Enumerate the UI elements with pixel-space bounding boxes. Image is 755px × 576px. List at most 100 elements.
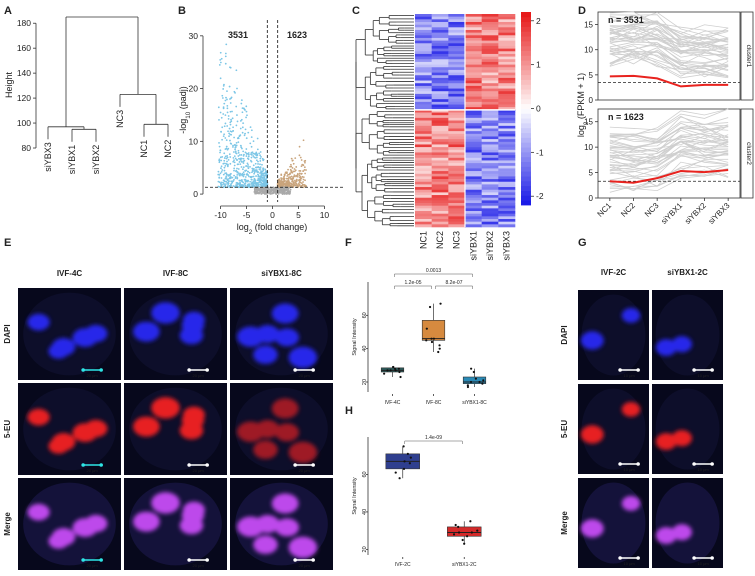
y-tick-label: 60 xyxy=(362,312,368,318)
point-texture xyxy=(225,145,228,148)
heatmap-cell-texture xyxy=(498,88,516,92)
heatmap-cell-texture xyxy=(465,115,482,119)
point-texture xyxy=(280,187,282,190)
heatmap-cell-texture xyxy=(481,35,499,39)
point-texture xyxy=(235,182,238,184)
heatmap-cell-texture xyxy=(415,179,432,183)
point-texture xyxy=(245,148,248,150)
background-line xyxy=(609,49,729,77)
point-texture xyxy=(219,51,222,54)
point-texture xyxy=(303,169,306,171)
heatmap-cell-texture xyxy=(481,176,499,180)
nucleus xyxy=(271,493,299,514)
heatmap-cell-texture xyxy=(448,179,466,183)
point-texture xyxy=(247,155,250,158)
point-texture xyxy=(257,187,259,190)
point-texture xyxy=(287,168,289,171)
point-texture xyxy=(245,153,248,155)
point-texture xyxy=(247,165,249,168)
heatmap-cell-texture xyxy=(481,200,499,204)
point xyxy=(463,542,466,545)
heatmap-cell-texture xyxy=(498,48,516,52)
heatmap-cell-texture xyxy=(448,216,466,220)
heatmap-cell-texture xyxy=(431,115,449,119)
heatmap-cell-texture xyxy=(481,179,499,183)
heatmap-cell-texture xyxy=(481,40,499,44)
x-tick-label: 10 xyxy=(320,210,330,220)
y-tick-label: 10 xyxy=(584,46,593,55)
heatmap-cell-texture xyxy=(498,69,516,73)
point-texture xyxy=(294,169,297,172)
heatmap-cell-texture xyxy=(465,165,482,169)
point-texture xyxy=(219,149,222,152)
y-tick-label: 40 xyxy=(362,346,368,352)
leaf-label: NC1 xyxy=(139,140,149,158)
heatmap-cell-texture xyxy=(465,155,482,159)
comparison-label: 1.4e-09 xyxy=(425,435,442,441)
scale-bar-end xyxy=(636,368,640,372)
heatmap-cell-texture xyxy=(415,173,432,177)
nucleus xyxy=(671,336,693,353)
point-texture xyxy=(224,164,227,167)
facet-strip-label: cluster1 xyxy=(745,45,752,68)
point-texture xyxy=(222,88,225,90)
point-texture xyxy=(236,87,238,90)
column-header: IVF-8C xyxy=(163,269,189,278)
point-texture xyxy=(255,151,258,154)
point-texture xyxy=(270,188,273,191)
heatmap-cell-texture xyxy=(481,165,499,169)
heatmap-cell-texture xyxy=(448,43,466,47)
nuclei xyxy=(655,336,693,356)
heatmap-cell-texture xyxy=(498,147,516,151)
heatmap-cell-texture xyxy=(465,221,482,225)
point-texture xyxy=(232,160,235,163)
point-texture xyxy=(232,156,235,159)
nuclei xyxy=(580,496,641,538)
point-texture xyxy=(283,182,286,185)
heatmap-cell-texture xyxy=(465,37,482,41)
point-texture xyxy=(242,122,245,125)
heatmap-cell-texture xyxy=(448,165,466,169)
point-texture xyxy=(218,176,221,179)
point-texture xyxy=(301,175,304,178)
point-texture xyxy=(221,138,224,141)
heatmap-cell-texture xyxy=(431,77,449,81)
heatmap-cell-texture xyxy=(431,149,449,153)
nuclei xyxy=(580,402,641,444)
heatmap-cell-texture xyxy=(465,51,482,55)
point-texture xyxy=(236,176,239,179)
point-texture xyxy=(242,150,245,153)
heatmap-cell-texture xyxy=(448,45,466,49)
nuclei xyxy=(133,492,205,535)
point-texture xyxy=(273,190,276,193)
heatmap-cell-texture xyxy=(431,107,449,111)
point-texture xyxy=(296,174,299,177)
heatmap-cell-texture xyxy=(498,157,516,161)
point-texture xyxy=(221,126,224,129)
point-texture xyxy=(241,131,244,134)
y-tick-label: 15 xyxy=(584,118,593,127)
heatmap-cell-texture xyxy=(465,200,482,204)
point-texture xyxy=(282,192,284,195)
heatmap-cell-texture xyxy=(481,75,499,79)
heatmap-cell-texture xyxy=(448,107,466,111)
point xyxy=(408,462,411,465)
background-line xyxy=(609,21,729,47)
heatmap-cell-texture xyxy=(431,93,449,97)
point-texture xyxy=(280,178,283,181)
point-texture xyxy=(242,175,245,178)
point-texture xyxy=(239,120,242,122)
point-texture xyxy=(256,137,259,140)
point-texture xyxy=(258,152,261,155)
point-texture xyxy=(283,173,286,176)
colorbar-step xyxy=(521,166,531,172)
point-texture xyxy=(260,173,263,176)
point-texture xyxy=(260,170,263,173)
point xyxy=(457,525,460,529)
heatmap-cell-texture xyxy=(481,88,499,92)
heatmap-cell-texture xyxy=(481,104,499,108)
heatmap-cell-texture xyxy=(448,99,466,103)
heatmap-cell-texture xyxy=(498,160,516,164)
point-texture xyxy=(228,153,231,156)
heatmap-cell-texture xyxy=(498,107,516,111)
